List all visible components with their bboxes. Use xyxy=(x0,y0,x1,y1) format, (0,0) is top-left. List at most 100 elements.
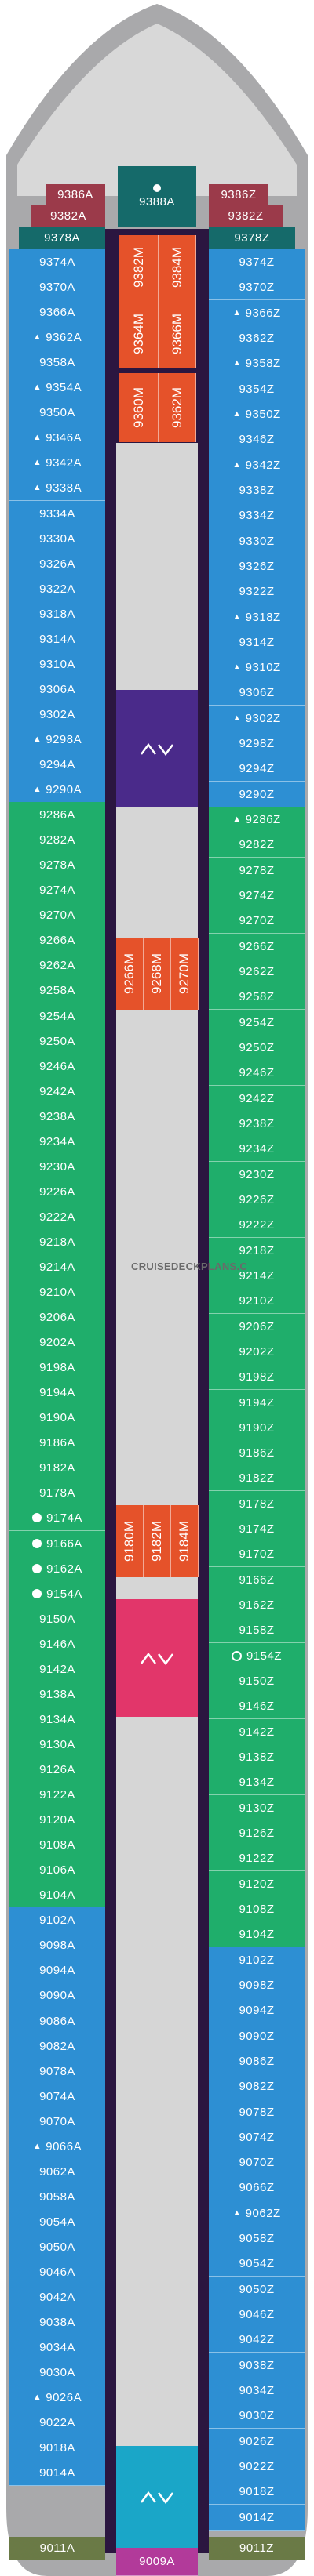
cabin-9360m[interactable]: 9360M xyxy=(119,373,159,442)
cabin-9022a[interactable]: 9022A xyxy=(9,2410,105,2436)
cabin-9186z[interactable]: 9186Z xyxy=(209,1440,305,1466)
cabin-9154z[interactable]: 9154Z xyxy=(209,1643,305,1669)
cabin-9210z[interactable]: 9210Z xyxy=(209,1288,305,1314)
cabin-9214z[interactable]: 9214Z xyxy=(209,1263,305,1289)
cabin-9330z[interactable]: 9330Z xyxy=(209,528,305,554)
cabin-9350z[interactable]: ▲ 9350Z xyxy=(209,401,305,427)
cabin-9254a[interactable]: 9254A xyxy=(9,1003,105,1029)
cabin-9278a[interactable]: 9278A xyxy=(9,852,105,878)
cabin-9186a[interactable]: 9186A xyxy=(9,1430,105,1456)
cabin-9014a[interactable]: 9014A xyxy=(9,2460,105,2486)
cabin-9050z[interactable]: 9050Z xyxy=(209,2277,305,2302)
cabin-9318z[interactable]: ▲ 9318Z xyxy=(209,604,305,630)
cabin-9218z[interactable]: 9218Z xyxy=(209,1238,305,1264)
cabin-9026z[interactable]: 9026Z xyxy=(209,2429,305,2454)
cabin-9011z[interactable]: 9011Z xyxy=(209,2537,305,2560)
cabin-9258a[interactable]: 9258A xyxy=(9,978,105,1003)
cabin-9234a[interactable]: 9234A xyxy=(9,1129,105,1155)
cabin-9158z[interactable]: 9158Z xyxy=(209,1617,305,1643)
cabin-9030z[interactable]: 9030Z xyxy=(209,2403,305,2429)
cabin-9222a[interactable]: 9222A xyxy=(9,1204,105,1230)
cabin-9286z[interactable]: ▲ 9286Z xyxy=(209,807,305,833)
cabin-9174a[interactable]: 9174A xyxy=(9,1505,105,1531)
cabin-9298a[interactable]: ▲ 9298A xyxy=(9,727,105,753)
cabin-9134a[interactable]: 9134A xyxy=(9,1707,105,1732)
cabin-9018z[interactable]: 9018Z xyxy=(209,2479,305,2505)
cabin-9130a[interactable]: 9130A xyxy=(9,1732,105,1758)
cabin-9210a[interactable]: 9210A xyxy=(9,1279,105,1305)
cabin-9246a[interactable]: 9246A xyxy=(9,1054,105,1079)
cabin-9104a[interactable]: 9104A xyxy=(9,1882,105,1908)
cabin-9108a[interactable]: 9108A xyxy=(9,1832,105,1858)
cabin-9162z[interactable]: 9162Z xyxy=(209,1592,305,1618)
cabin-9120a[interactable]: 9120A xyxy=(9,1807,105,1833)
cabin-9198a[interactable]: 9198A xyxy=(9,1355,105,1381)
cabin-9202z[interactable]: 9202Z xyxy=(209,1339,305,1365)
cabin-9130z[interactable]: 9130Z xyxy=(209,1795,305,1821)
cabin-9384m[interactable]: 9384M xyxy=(159,235,196,299)
cabin-9214a[interactable]: 9214A xyxy=(9,1254,105,1280)
cabin-9306z[interactable]: 9306Z xyxy=(209,680,305,706)
cabin-9206z[interactable]: 9206Z xyxy=(209,1314,305,1340)
cabin-9011a[interactable]: 9011A xyxy=(9,2537,105,2560)
cabin-9250a[interactable]: 9250A xyxy=(9,1029,105,1054)
cabin-9009a[interactable]: 9009A xyxy=(116,2548,198,2576)
cabin-9198z[interactable]: 9198Z xyxy=(209,1364,305,1390)
cabin-9318a[interactable]: 9318A xyxy=(9,601,105,627)
cabin-9230z[interactable]: 9230Z xyxy=(209,1162,305,1188)
cabin-9034a[interactable]: 9034A xyxy=(9,2335,105,2360)
cabin-9262a[interactable]: 9262A xyxy=(9,952,105,978)
cabin-9262z[interactable]: 9262Z xyxy=(209,959,305,985)
cabin-9194a[interactable]: 9194A xyxy=(9,1380,105,1406)
cabin-9146z[interactable]: 9146Z xyxy=(209,1693,305,1719)
cabin-9054z[interactable]: 9054Z xyxy=(209,2251,305,2277)
cabin-9342a[interactable]: ▲ 9342A xyxy=(9,450,105,476)
cabin-9134z[interactable]: 9134Z xyxy=(209,1769,305,1795)
cabin-9218a[interactable]: 9218A xyxy=(9,1229,105,1255)
cabin-9310a[interactable]: 9310A xyxy=(9,651,105,677)
cabin-9082z[interactable]: 9082Z xyxy=(209,2073,305,2099)
cabin-9018a[interactable]: 9018A xyxy=(9,2435,105,2461)
cabin-9242a[interactable]: 9242A xyxy=(9,1079,105,1105)
cabin-9174z[interactable]: 9174Z xyxy=(209,1516,305,1542)
cabin-9070a[interactable]: 9070A xyxy=(9,2109,105,2135)
elevator-stairwell[interactable] xyxy=(116,2446,198,2548)
cabin-9270a[interactable]: 9270A xyxy=(9,902,105,928)
cabin-9294z[interactable]: 9294Z xyxy=(209,756,305,782)
cabin-9350a[interactable]: 9350A xyxy=(9,400,105,426)
cabin-9094a[interactable]: 9094A xyxy=(9,1957,105,1983)
cabin-9178z[interactable]: 9178Z xyxy=(209,1491,305,1517)
cabin-9098z[interactable]: 9098Z xyxy=(209,1972,305,1998)
cabin-9266z[interactable]: 9266Z xyxy=(209,934,305,960)
cabin-9090a[interactable]: 9090A xyxy=(9,1983,105,2008)
cabin-9142a[interactable]: 9142A xyxy=(9,1656,105,1682)
cabin-9022z[interactable]: 9022Z xyxy=(209,2454,305,2480)
cabin-9278z[interactable]: 9278Z xyxy=(209,858,305,883)
cabin-9286a[interactable]: 9286A xyxy=(9,802,105,828)
cabin-9026a[interactable]: ▲ 9026A xyxy=(9,2385,105,2411)
cabin-9194z[interactable]: 9194Z xyxy=(209,1390,305,1416)
cabin-9046a[interactable]: 9046A xyxy=(9,2259,105,2285)
cabin-9190a[interactable]: 9190A xyxy=(9,1405,105,1431)
cabin-9178a[interactable]: 9178A xyxy=(9,1480,105,1506)
cabin-9202a[interactable]: 9202A xyxy=(9,1330,105,1355)
cabin-9122a[interactable]: 9122A xyxy=(9,1782,105,1808)
cabin-9190z[interactable]: 9190Z xyxy=(209,1415,305,1441)
cabin-9066z[interactable]: 9066Z xyxy=(209,2175,305,2200)
cabin-9042z[interactable]: 9042Z xyxy=(209,2327,305,2353)
cabin-9094z[interactable]: 9094Z xyxy=(209,1997,305,2023)
cabin-9266a[interactable]: 9266A xyxy=(9,927,105,953)
cabin-9070z[interactable]: 9070Z xyxy=(209,2150,305,2175)
cabin-9042a[interactable]: 9042A xyxy=(9,2284,105,2310)
cabin-9366m[interactable]: 9366M xyxy=(159,299,196,368)
cabin-9120z[interactable]: 9120Z xyxy=(209,1871,305,1897)
cabin-9138z[interactable]: 9138Z xyxy=(209,1744,305,1770)
cabin-9306a[interactable]: 9306A xyxy=(9,677,105,702)
cabin-9302z[interactable]: ▲ 9302Z xyxy=(209,706,305,731)
cabin-9382z[interactable]: 9382Z xyxy=(209,205,283,227)
cabin-9154a[interactable]: 9154A xyxy=(9,1581,105,1607)
cabin-9266m[interactable]: 9266M xyxy=(116,938,144,1010)
cabin-9054a[interactable]: 9054A xyxy=(9,2209,105,2235)
cabin-9074a[interactable]: 9074A xyxy=(9,2084,105,2110)
cabin-9290z[interactable]: 9290Z xyxy=(209,782,305,807)
